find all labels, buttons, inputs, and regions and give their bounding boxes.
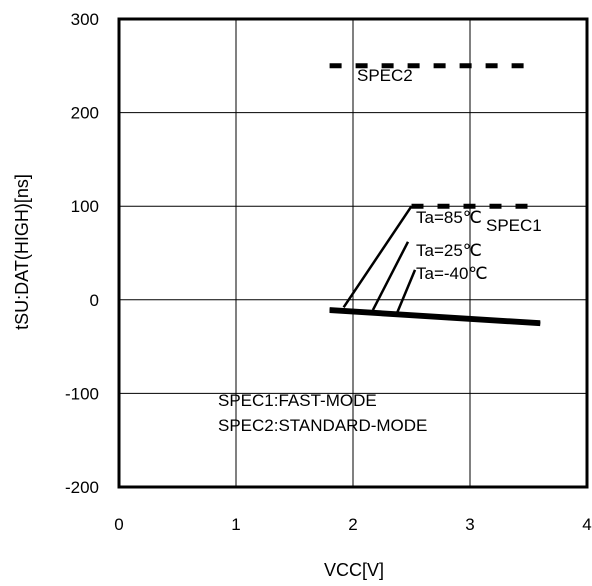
y-tick-label-0: 300 — [71, 10, 99, 29]
leader-line-1 — [371, 241, 410, 311]
x-tick-label-1: 1 — [231, 515, 240, 534]
y-tick-label-5: -200 — [65, 478, 99, 497]
plot-border — [117, 17, 589, 489]
x-tick-label-4: 4 — [582, 515, 591, 534]
y-axis-label: tSU:DAT(HIGH)[ns] — [12, 174, 32, 330]
spec-lines — [329, 63, 529, 209]
series-label-ta-40: Ta=-40℃ — [416, 264, 488, 283]
grid-lines — [119, 19, 587, 487]
series-label-ta25: Ta=25℃ — [416, 241, 482, 260]
spec2-label: SPEC2 — [357, 66, 413, 85]
y-tick-label-3: 0 — [90, 291, 99, 310]
x-tick-label-3: 3 — [465, 515, 474, 534]
series-line-2 — [329, 309, 541, 327]
y-tick-label-1: 200 — [71, 104, 99, 123]
leader-line-0 — [342, 205, 413, 308]
data-series — [329, 307, 541, 327]
legend-spec1: SPEC1:FAST-MODE — [218, 391, 377, 410]
series-label-ta85: Ta=85℃ — [416, 208, 482, 227]
y-tick-label-4: -100 — [65, 384, 99, 403]
tick-labels: 0 1 2 3 4 300 200 100 0 -100 -200 — [65, 10, 592, 534]
plot-frame — [117, 17, 589, 489]
x-tick-label-2: 2 — [348, 515, 357, 534]
legend-spec2: SPEC2:STANDARD-MODE — [218, 416, 427, 435]
spec1-label: SPEC1 — [486, 216, 542, 235]
leader-line-2 — [396, 269, 417, 313]
x-tick-label-0: 0 — [114, 515, 123, 534]
series-leader-lines — [342, 205, 417, 313]
y-tick-label-2: 100 — [71, 197, 99, 216]
x-axis-label: VCC[V] — [324, 560, 384, 580]
